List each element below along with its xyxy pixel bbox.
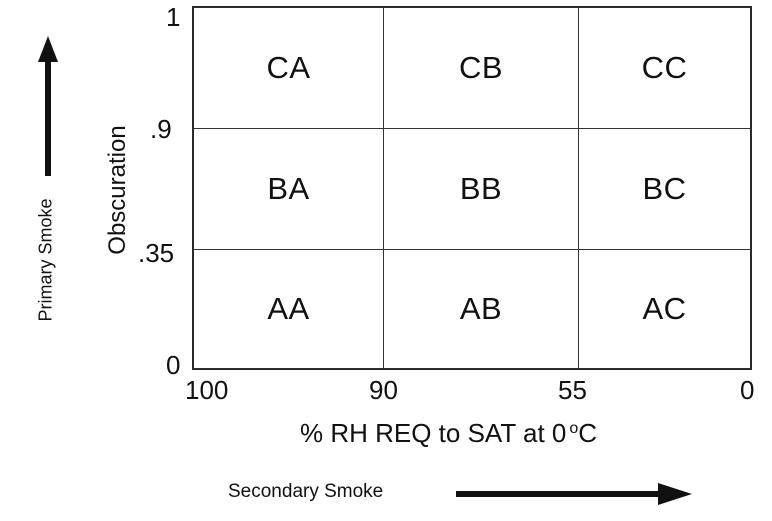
x-tick-mid-left: 90	[369, 375, 398, 405]
y-tick-top: 1	[166, 2, 181, 32]
x-axis-label: % RH REQ to SAT at 0 oC	[300, 418, 597, 449]
arrow-up-icon	[38, 36, 58, 176]
secondary-smoke-label: Secondary Smoke	[228, 481, 384, 502]
grid-cell-bc: BC	[579, 129, 750, 250]
classification-grid: CA CB CC BA BB BC AA AB AC	[192, 6, 752, 370]
primary-smoke-label: Primary Smoke	[35, 198, 56, 322]
y-tick-bottom: 0	[166, 350, 181, 380]
x-tick-right: 0	[740, 375, 755, 405]
grid-cell-ac: AC	[642, 291, 687, 326]
grid-cell-ca: CA	[194, 8, 384, 129]
y-axis-label: Obscuration	[104, 125, 131, 255]
grid-cell-aa: AA	[194, 250, 384, 368]
x-axis-label-text: % RH REQ to SAT at 0	[300, 418, 567, 448]
x-tick-left: 100	[185, 375, 229, 405]
arrow-right-icon	[456, 483, 692, 505]
x-axis-label-degree: o	[569, 420, 579, 437]
grid-cell-cc: CC	[579, 8, 750, 129]
x-axis-label-unit: C	[578, 418, 598, 448]
y-tick-upper: .9	[150, 114, 172, 144]
x-tick-mid-right: 55	[558, 375, 587, 405]
grid-cell-bb: BB	[384, 129, 579, 250]
grid-cell-ab: AB	[384, 250, 579, 368]
grid-cell-cb: CB	[384, 8, 579, 129]
grid-cell-ba: BA	[194, 129, 384, 250]
y-tick-lower: .35	[138, 238, 175, 268]
